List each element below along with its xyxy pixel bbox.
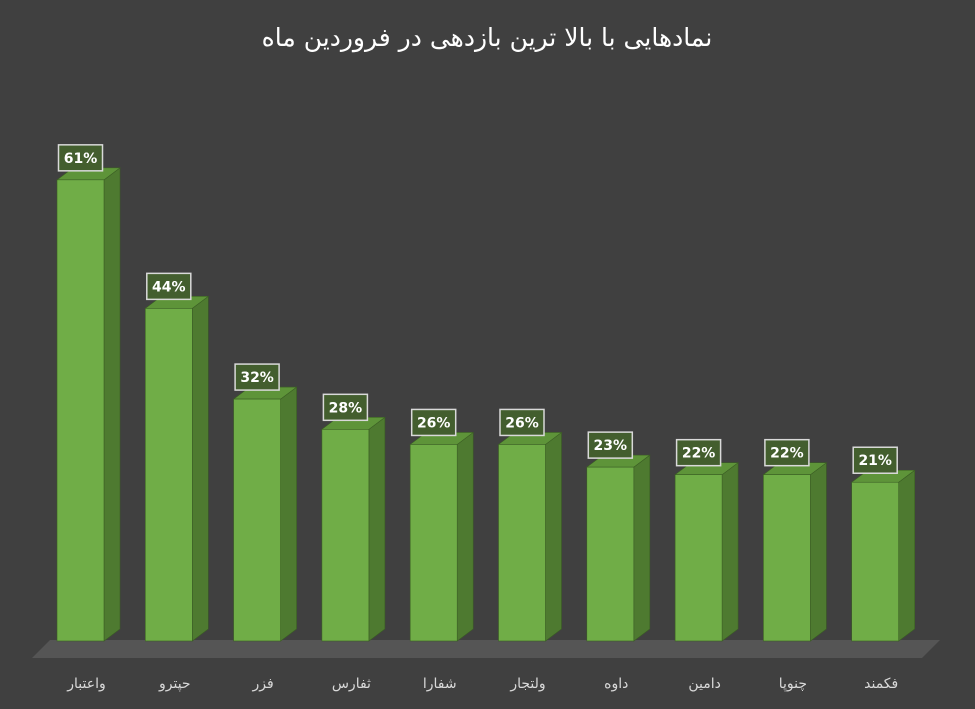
x-axis-labels: واعتبار حپترو فزر ثفارس شفارا ولتجار داوه دامین… [66,676,898,692]
x-tick-label: شفارا [423,676,457,692]
bar-front-face [498,444,546,642]
data-label-box [675,438,722,467]
bar-side-face [103,167,121,642]
bar-front-face [321,429,370,642]
x-tick-label: واعتبار [66,676,105,692]
data-label-text: 32% [240,370,274,386]
bar-3 [232,386,298,642]
x-tick-label: چنوپا [779,676,807,692]
data-label-box [410,408,457,437]
data-label-7: 23% [587,431,634,459]
bar-front-face [56,179,105,642]
data-label-3: 32% [234,363,280,391]
bar-8 [674,462,739,642]
bar-side-face [898,469,916,642]
chart-floor-plane [32,640,940,658]
bar-side-face [368,416,386,642]
data-label-9: 22% [764,438,810,467]
bar-2 [144,295,210,642]
bar-side-face [280,386,297,642]
bar-4 [320,416,386,642]
bar-side-face [721,462,739,642]
bar-front-face [233,398,281,642]
data-label-box [764,438,810,467]
x-tick-label: فزر [252,676,274,692]
data-label-5: 26% [410,408,457,437]
x-tick-label: فکمند [864,676,898,692]
data-label-10: 21% [852,446,898,474]
bar-front-face [851,481,900,642]
data-label-2: 44% [146,272,192,301]
data-label-text: 22% [682,446,716,462]
data-label-1: 61% [57,144,104,172]
data-label-box [499,408,545,437]
bar-side-face [545,431,562,642]
bars-group [56,167,916,642]
data-label-8: 22% [675,438,722,467]
chart-title: نمادهایی با بالا ترین بازدهی در فروردین … [262,23,713,53]
bar-10 [850,469,916,642]
data-label-box [587,431,634,459]
bar-6 [497,431,563,642]
bar-side-face [192,295,209,642]
x-tick-label: ثفارس [332,676,371,692]
chart-floor [32,640,940,658]
data-label-text: 23% [594,438,628,454]
x-tick-label: حپترو [158,676,191,692]
bar-side-face [633,454,651,642]
data-label-6: 26% [499,408,545,437]
bar-front-face [763,474,811,642]
data-label-text: 21% [858,453,892,469]
bar-1 [56,167,121,642]
data-label-box [146,272,192,301]
bar-7 [585,454,651,642]
data-label-4: 28% [322,393,369,422]
bar-5 [409,431,475,642]
data-label-text: 26% [505,415,539,431]
bar-front-face [674,474,723,642]
bar-side-face [456,431,474,642]
x-tick-label: داوه [604,676,628,692]
x-tick-label: دامین [688,676,721,692]
bar-front-face [145,308,193,642]
data-label-text: 26% [417,415,451,431]
data-label-box [322,393,369,422]
data-label-box [852,446,898,474]
data-label-text: 28% [329,400,363,416]
data-label-box [57,144,104,172]
bar-front-face [409,444,458,642]
bar-front-face [586,466,635,642]
bar-9 [762,462,828,642]
data-label-text: 44% [152,279,186,295]
data-label-text: 61% [64,151,98,167]
data-label-text: 22% [770,446,804,462]
data-label-box [234,363,280,391]
x-tick-label: ولتجار [509,676,545,692]
data-labels-group: 61% 44% 32% 28% 26% 26% 23% 22% 22% 21% [57,144,898,474]
bar-side-face [810,462,827,642]
